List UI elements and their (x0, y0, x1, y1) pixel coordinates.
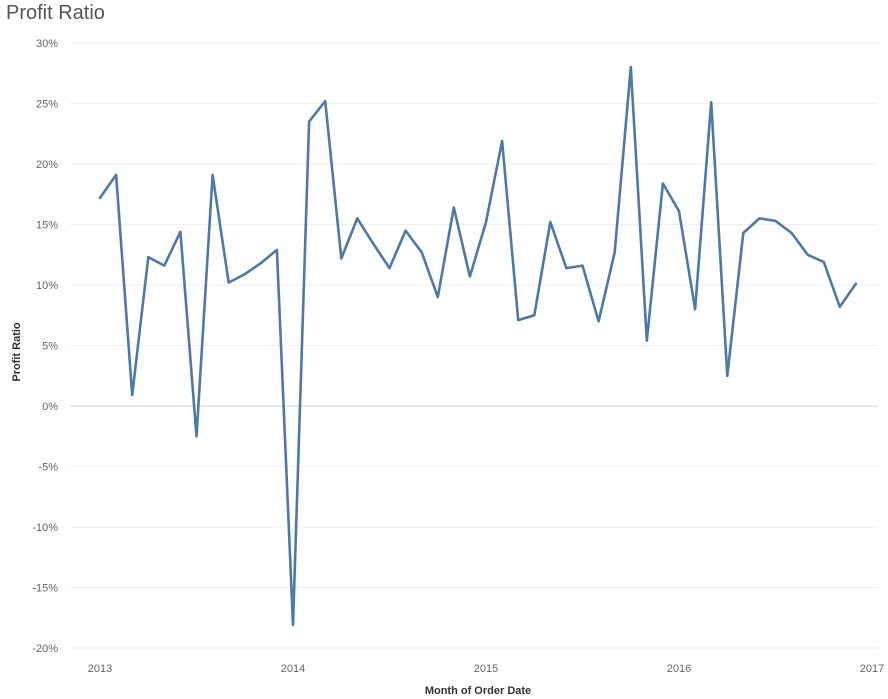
y-tick-label: 10% (36, 280, 58, 292)
y-tick-label: -20% (32, 643, 58, 655)
x-tick-label: 2013 (88, 663, 112, 675)
y-axis-title: Profit Ratio (11, 322, 23, 382)
y-tick-label: 20% (36, 159, 58, 171)
y-tick-label: -5% (38, 462, 58, 474)
y-tick-label: 5% (42, 341, 58, 353)
y-tick-label: -10% (32, 522, 58, 534)
y-axis-ticks: 30% 25% 20% 15% 10% 5% 0% -5% -10% -15% -20% (32, 38, 58, 655)
x-axis-ticks: 2013 2014 2015 2016 2017 (88, 663, 884, 675)
x-tick-label: 2014 (281, 663, 305, 675)
x-tick-label: 2015 (474, 663, 498, 675)
y-tick-label: 0% (42, 401, 58, 413)
y-tick-label: 30% (36, 38, 58, 50)
x-tick-label: 2017 (860, 663, 884, 675)
chart-title: Profit Ratio (6, 2, 105, 24)
y-tick-label: -15% (32, 583, 58, 595)
x-axis-title: Month of Order Date (425, 685, 531, 697)
y-tick-label: 15% (36, 220, 58, 232)
y-tick-label: 25% (36, 99, 58, 111)
gridlines (70, 42, 878, 649)
x-tick-label: 2016 (667, 663, 691, 675)
profit-ratio-line (98, 65, 858, 627)
